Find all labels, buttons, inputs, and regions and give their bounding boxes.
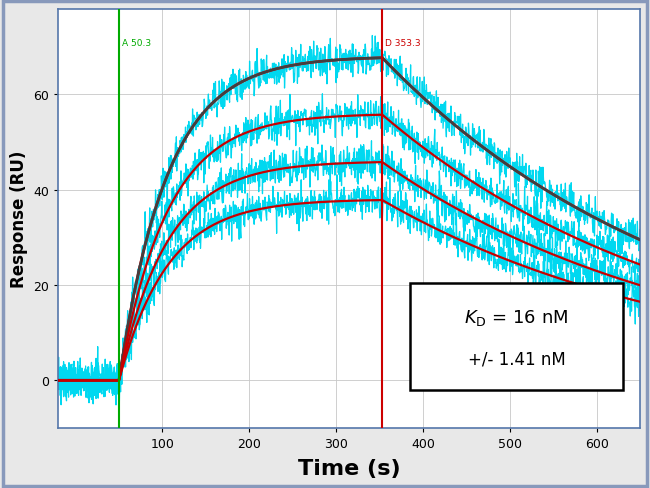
- FancyBboxPatch shape: [410, 284, 623, 390]
- Text: $\mathit{K}_\mathrm{D}$ = 16 nM: $\mathit{K}_\mathrm{D}$ = 16 nM: [464, 307, 569, 327]
- Y-axis label: Response (RU): Response (RU): [10, 150, 28, 287]
- Text: D 353.3: D 353.3: [385, 40, 421, 48]
- X-axis label: Time (s): Time (s): [298, 458, 400, 478]
- Text: +/- 1.41 nM: +/- 1.41 nM: [468, 350, 566, 367]
- Text: A 50.3: A 50.3: [122, 40, 151, 48]
